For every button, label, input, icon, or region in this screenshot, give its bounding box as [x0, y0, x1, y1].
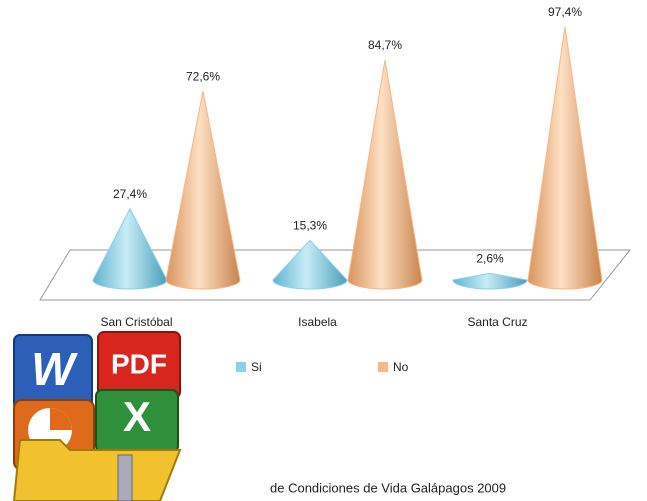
zipper: [118, 455, 132, 501]
x-tick-label: Santa Cruz: [467, 315, 527, 329]
chart: San Cristóbal 27,4% 72,6% Isabela 15,3% 84,7%…: [0, 0, 647, 501]
legend-label: No: [393, 360, 409, 374]
folder-icon: [14, 440, 180, 501]
pdf-label: PDF: [111, 348, 167, 379]
cone: [528, 27, 602, 289]
legend-swatch: [378, 362, 388, 372]
value-label: 27,4%: [113, 187, 147, 201]
x-tick-label: Isabela: [298, 315, 337, 329]
value-label: 84,7%: [368, 38, 402, 52]
cone: [93, 209, 167, 289]
excel-letter: X: [123, 393, 151, 440]
page: San Cristóbal 27,4% 72,6% Isabela 15,3% 84,7%…: [0, 0, 647, 501]
source-note: de Condiciones de Vida Galápagos 2009: [270, 480, 506, 495]
x-tick-label: San Cristóbal: [100, 315, 172, 329]
word-letter: W: [31, 343, 78, 395]
value-label: 72,6%: [186, 69, 220, 83]
value-label: 2,6%: [476, 251, 504, 265]
value-label: 97,4%: [548, 5, 582, 19]
legend-swatch: [236, 362, 246, 372]
legend-label: Si: [251, 360, 262, 374]
cone: [166, 91, 240, 289]
value-label: 15,3%: [293, 218, 327, 232]
cone: [348, 60, 422, 289]
office-icon: W PDF X: [14, 332, 180, 501]
